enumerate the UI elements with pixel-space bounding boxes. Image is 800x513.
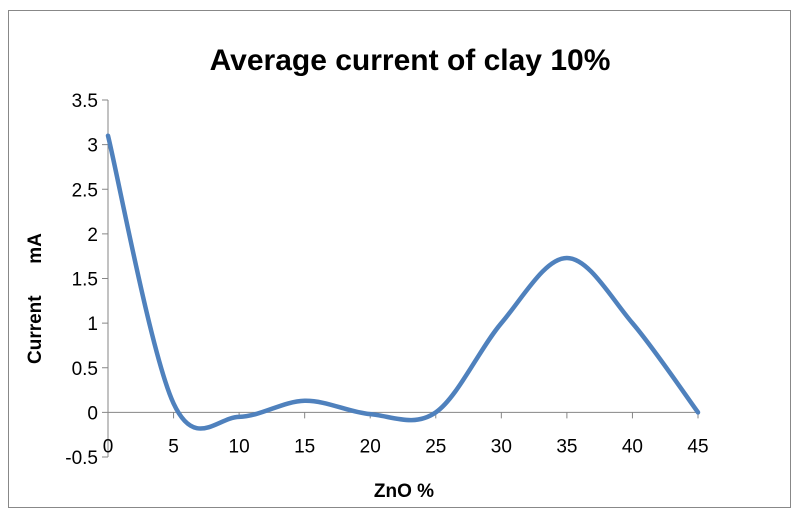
x-tick-label: 5 [168, 436, 179, 457]
series-layer [105, 133, 701, 431]
chart-frame [8, 10, 791, 508]
x-tick-label: 40 [622, 436, 643, 457]
x-tick-label: 45 [687, 436, 708, 457]
x-tick-label: 30 [491, 436, 512, 457]
y-tick-label: 2 [87, 225, 98, 246]
x-tick-label: 20 [360, 436, 381, 457]
y-axis: -0.5 0 0.5 1 1.5 2 2.5 3 3.5 [65, 91, 109, 469]
y-tick-label: 0 [87, 403, 98, 424]
y-axis-title: Current mA [25, 233, 46, 364]
x-axis-title: ZnO % [374, 481, 434, 502]
x-tick-label: 0 [103, 436, 114, 457]
y-tick-label: 1.5 [72, 270, 98, 291]
x-tick-label: 25 [425, 436, 446, 457]
x-tick-label: 35 [556, 436, 577, 457]
y-tick-label: 3 [87, 136, 98, 157]
series-line [105, 133, 701, 431]
y-tick-label: 3.5 [72, 91, 98, 112]
y-tick-label: 0.5 [72, 359, 98, 380]
y-tick-label: 2.5 [72, 180, 98, 201]
x-tick-label: 15 [294, 436, 315, 457]
chart-title: Average current of clay 10% [210, 44, 611, 77]
y-tick-label: 1 [87, 314, 98, 335]
y-tick-label: -0.5 [65, 448, 98, 469]
x-axis: 0 5 10 15 20 25 30 35 40 45 [103, 411, 709, 457]
x-tick-label: 10 [229, 436, 250, 457]
y-axis-title-group: Current mA [25, 233, 46, 364]
